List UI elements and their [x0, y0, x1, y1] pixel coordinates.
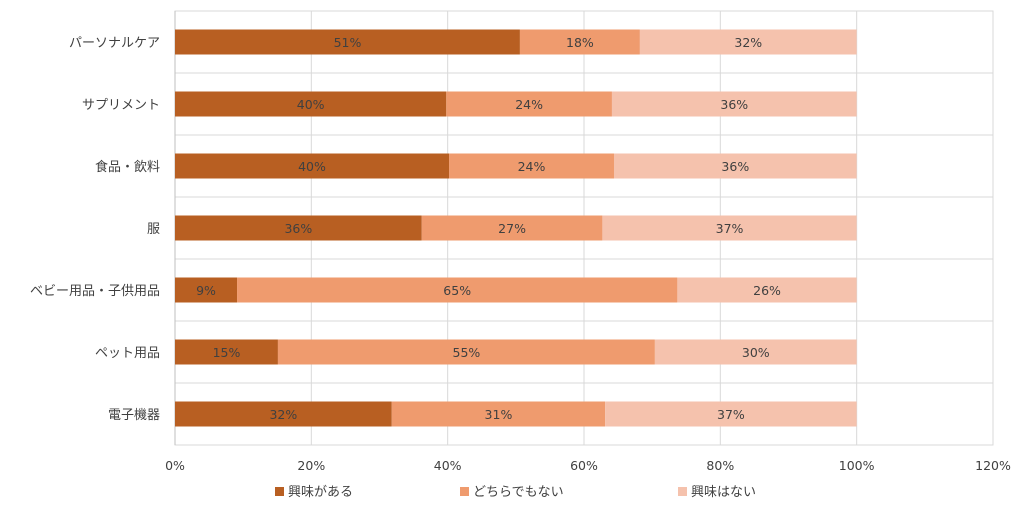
- category-label: 電子機器: [108, 408, 160, 423]
- bar-segment: [611, 91, 857, 117]
- data-label: 37%: [717, 407, 745, 422]
- x-tick-label: 80%: [706, 458, 734, 473]
- data-label: 36%: [720, 97, 748, 112]
- bar-segment: [175, 91, 447, 117]
- data-label: 27%: [498, 221, 526, 236]
- data-label: 15%: [213, 345, 241, 360]
- bar-segment: [613, 153, 857, 179]
- legend-label: どちらでもない: [473, 485, 564, 500]
- bar-segment: [519, 29, 640, 55]
- x-tick-label: 0%: [165, 458, 185, 473]
- data-label: 51%: [334, 35, 362, 50]
- data-label: 55%: [453, 345, 481, 360]
- bar-segment: [677, 277, 857, 303]
- data-label: 36%: [284, 221, 312, 236]
- data-label: 37%: [716, 221, 744, 236]
- bar-segment: [602, 215, 857, 241]
- data-label: 30%: [742, 345, 770, 360]
- legend: 興味がある どちらでもない 興味はない: [275, 485, 756, 500]
- legend-label: 興味がある: [288, 485, 353, 500]
- legend-swatch: [678, 487, 687, 496]
- data-label: 40%: [298, 159, 326, 174]
- bar-segment: [639, 29, 857, 55]
- data-label: 32%: [269, 407, 297, 422]
- x-tick-label: 100%: [839, 458, 875, 473]
- category-label: サプリメント: [82, 98, 160, 113]
- bar-segment: [175, 277, 238, 303]
- bar-segment: [175, 339, 278, 365]
- legend-label: 興味はない: [691, 485, 756, 500]
- bar-segment: [175, 401, 392, 427]
- bar-segment: [277, 339, 655, 365]
- data-labels: 51% 18% 32% 40% 24% 36% 40% 24% 36% 36% 27% 37% 9% 65…: [196, 35, 781, 422]
- x-tick-labels: 0% 20% 40% 60% 80% 100% 120%: [165, 458, 1011, 473]
- data-label: 18%: [566, 35, 594, 50]
- x-tick-label: 20%: [297, 458, 325, 473]
- data-label: 36%: [721, 159, 749, 174]
- bar-segment: [175, 215, 422, 241]
- bar-segment: [175, 153, 450, 179]
- legend-swatch: [275, 487, 284, 496]
- x-tick-label: 40%: [434, 458, 462, 473]
- legend-swatch: [460, 487, 469, 496]
- x-tick-label: 120%: [975, 458, 1011, 473]
- data-label: 24%: [518, 159, 546, 174]
- data-label: 9%: [196, 283, 216, 298]
- bar-segment: [237, 277, 678, 303]
- x-tick-label: 60%: [570, 458, 598, 473]
- category-label: ベビー用品・子供用品: [30, 284, 160, 299]
- category-label: パーソナルケア: [69, 36, 160, 51]
- data-label: 26%: [753, 283, 781, 298]
- bar-segment: [391, 401, 606, 427]
- data-label: 65%: [443, 283, 471, 298]
- bar-segment: [605, 401, 857, 427]
- data-label: 31%: [485, 407, 513, 422]
- data-label: 40%: [297, 97, 325, 112]
- data-label: 32%: [734, 35, 762, 50]
- bar-segment: [421, 215, 603, 241]
- row-separators: [174, 11, 993, 445]
- bar-segment: [654, 339, 857, 365]
- bar-segment: [449, 153, 614, 179]
- category-label: ペット用品: [95, 346, 160, 361]
- bar-segment: [175, 29, 520, 55]
- bars: [175, 29, 857, 427]
- bar-segment: [446, 91, 612, 117]
- category-label: 服: [147, 222, 160, 237]
- category-label: 食品・飲料: [95, 159, 160, 175]
- data-label: 24%: [515, 97, 543, 112]
